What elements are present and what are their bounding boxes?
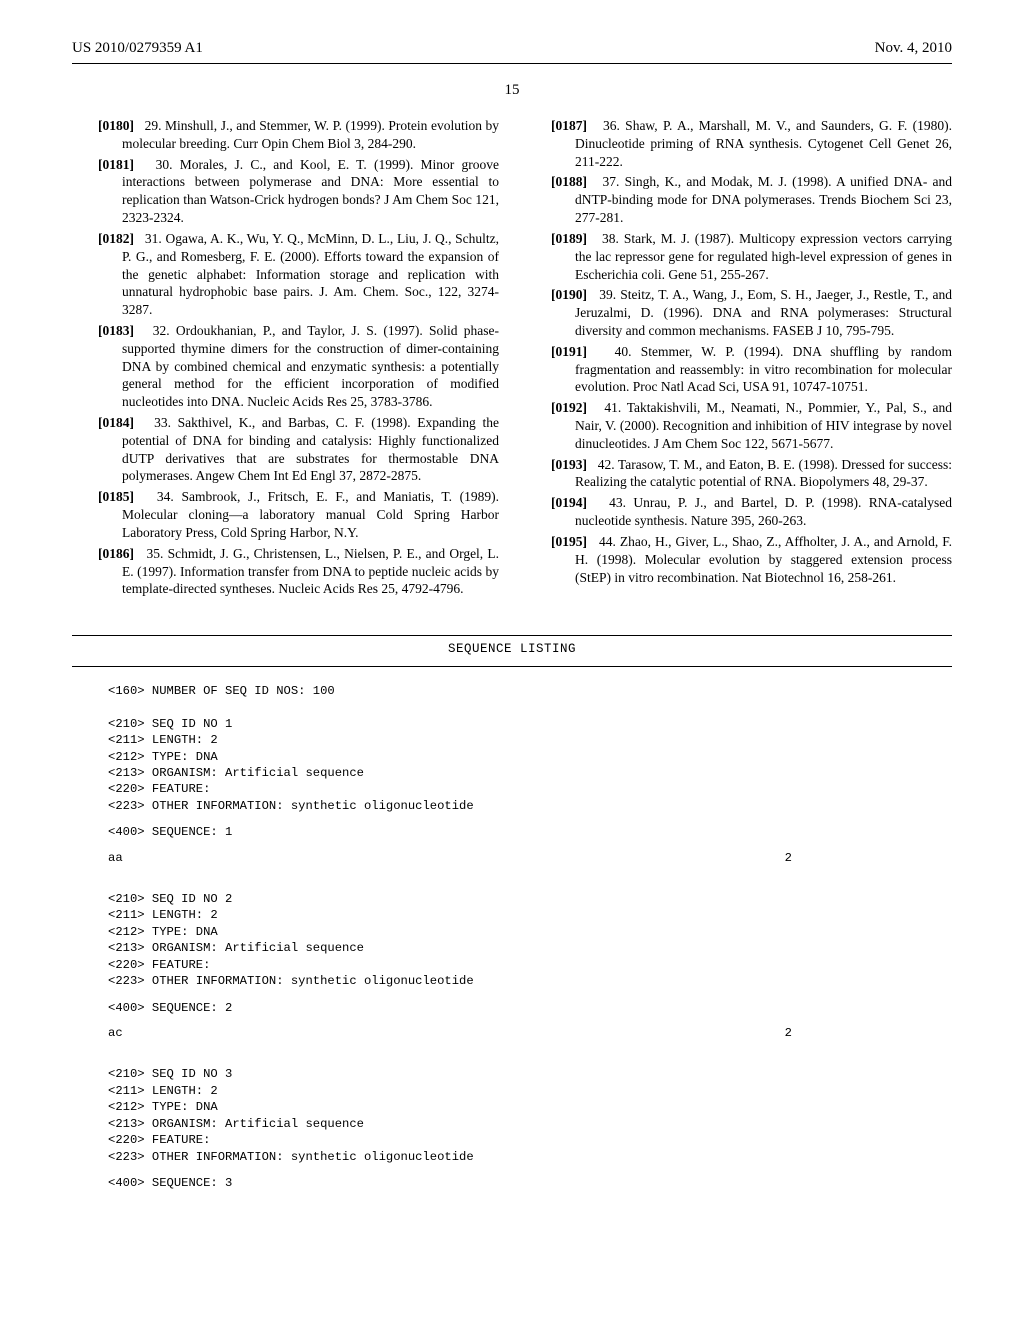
header-rule bbox=[72, 63, 952, 64]
sequence-entries: <210> SEQ ID NO 1<211> LENGTH: 2<212> TY… bbox=[72, 716, 952, 1192]
sequence-value: aa bbox=[108, 851, 123, 865]
page-number: 15 bbox=[72, 82, 952, 99]
sequence-label: <400> SEQUENCE: 3 bbox=[72, 1175, 952, 1191]
sequence-meta-line: <213> ORGANISM: Artificial sequence bbox=[72, 1116, 952, 1132]
sequence-meta-line: <220> FEATURE: bbox=[72, 1132, 952, 1148]
reference-item: [0182] 31. Ogawa, A. K., Wu, Y. Q., McMi… bbox=[72, 230, 499, 319]
sequence-meta-line: <212> TYPE: DNA bbox=[72, 1099, 952, 1115]
references-column-right: [0187] 36. Shaw, P. A., Marshall, M. V.,… bbox=[525, 117, 952, 601]
reference-number: [0187] bbox=[551, 118, 587, 133]
reference-number: [0188] bbox=[551, 174, 587, 189]
sequence-meta-line: <210> SEQ ID NO 3 bbox=[72, 1066, 952, 1082]
reference-item: [0185] 34. Sambrook, J., Fritsch, E. F.,… bbox=[72, 488, 499, 541]
reference-number: [0180] bbox=[98, 118, 134, 133]
reference-number: [0195] bbox=[551, 534, 587, 549]
sequence-meta-line: <220> FEATURE: bbox=[72, 957, 952, 973]
sequence-meta-line: <223> OTHER INFORMATION: synthetic oligo… bbox=[72, 798, 952, 814]
sequence-listing-title: SEQUENCE LISTING bbox=[72, 636, 952, 666]
sequence-value: ac bbox=[108, 1026, 123, 1040]
sequence-meta-line: <213> ORGANISM: Artificial sequence bbox=[72, 940, 952, 956]
reference-number: [0181] bbox=[98, 157, 134, 172]
reference-item: [0180] 29. Minshull, J., and Stemmer, W.… bbox=[72, 117, 499, 153]
sequence-meta-line: <211> LENGTH: 2 bbox=[72, 907, 952, 923]
references-columns: [0180] 29. Minshull, J., and Stemmer, W.… bbox=[72, 117, 952, 601]
sequence-meta-line: <212> TYPE: DNA bbox=[72, 749, 952, 765]
reference-number: [0190] bbox=[551, 287, 587, 302]
sequence-listing-section: SEQUENCE LISTING <160> NUMBER OF SEQ ID … bbox=[72, 635, 952, 1191]
reference-item: [0189] 38. Stark, M. J. (1987). Multicop… bbox=[525, 230, 952, 283]
sequence-meta-line: <211> LENGTH: 2 bbox=[72, 732, 952, 748]
reference-item: [0188] 37. Singh, K., and Modak, M. J. (… bbox=[525, 173, 952, 226]
sequence-meta-line: <223> OTHER INFORMATION: synthetic oligo… bbox=[72, 1149, 952, 1165]
sequence-meta-line: <223> OTHER INFORMATION: synthetic oligo… bbox=[72, 973, 952, 989]
sequence-meta-line: <211> LENGTH: 2 bbox=[72, 1083, 952, 1099]
reference-number: [0184] bbox=[98, 415, 134, 430]
sequence-meta-line: <210> SEQ ID NO 1 bbox=[72, 716, 952, 732]
reference-number: [0182] bbox=[98, 231, 134, 246]
sequence-value-row: aa 2 bbox=[72, 851, 952, 865]
reference-number: [0185] bbox=[98, 489, 134, 504]
reference-number: [0194] bbox=[551, 495, 587, 510]
sequence-num-line: <160> NUMBER OF SEQ ID NOS: 100 bbox=[72, 683, 952, 699]
reference-item: [0183] 32. Ordoukhanian, P., and Taylor,… bbox=[72, 322, 499, 411]
publication-number: US 2010/0279359 A1 bbox=[72, 40, 203, 57]
reference-item: [0191] 40. Stemmer, W. P. (1994). DNA sh… bbox=[525, 343, 952, 396]
reference-item: [0190] 39. Steitz, T. A., Wang, J., Eom,… bbox=[525, 286, 952, 339]
reference-number: [0192] bbox=[551, 400, 587, 415]
references-column-left: [0180] 29. Minshull, J., and Stemmer, W.… bbox=[72, 117, 499, 601]
reference-number: [0183] bbox=[98, 323, 134, 338]
reference-item: [0187] 36. Shaw, P. A., Marshall, M. V.,… bbox=[525, 117, 952, 170]
reference-number: [0191] bbox=[551, 344, 587, 359]
sequence-meta-line: <213> ORGANISM: Artificial sequence bbox=[72, 765, 952, 781]
reference-number: [0186] bbox=[98, 546, 134, 561]
sequence-label: <400> SEQUENCE: 2 bbox=[72, 1000, 952, 1016]
reference-number: [0189] bbox=[551, 231, 587, 246]
reference-item: [0186] 35. Schmidt, J. G., Christensen, … bbox=[72, 545, 499, 598]
sequence-length: 2 bbox=[785, 851, 792, 865]
reference-item: [0194] 43. Unrau, P. J., and Bartel, D. … bbox=[525, 494, 952, 530]
reference-item: [0195] 44. Zhao, H., Giver, L., Shao, Z.… bbox=[525, 533, 952, 586]
sequence-length: 2 bbox=[785, 1026, 792, 1040]
sequence-meta-line: <220> FEATURE: bbox=[72, 781, 952, 797]
sequence-meta-line: <210> SEQ ID NO 2 bbox=[72, 891, 952, 907]
publication-date: Nov. 4, 2010 bbox=[875, 40, 952, 57]
reference-item: [0192] 41. Taktakishvili, M., Neamati, N… bbox=[525, 399, 952, 452]
reference-item: [0181] 30. Morales, J. C., and Kool, E. … bbox=[72, 156, 499, 227]
reference-item: [0193] 42. Tarasow, T. M., and Eaton, B.… bbox=[525, 456, 952, 492]
reference-item: [0184] 33. Sakthivel, K., and Barbas, C.… bbox=[72, 414, 499, 485]
sequence-label: <400> SEQUENCE: 1 bbox=[72, 824, 952, 840]
page-header: US 2010/0279359 A1 Nov. 4, 2010 bbox=[72, 40, 952, 57]
sequence-value-row: ac 2 bbox=[72, 1026, 952, 1040]
reference-number: [0193] bbox=[551, 457, 587, 472]
sequence-meta-line: <212> TYPE: DNA bbox=[72, 924, 952, 940]
